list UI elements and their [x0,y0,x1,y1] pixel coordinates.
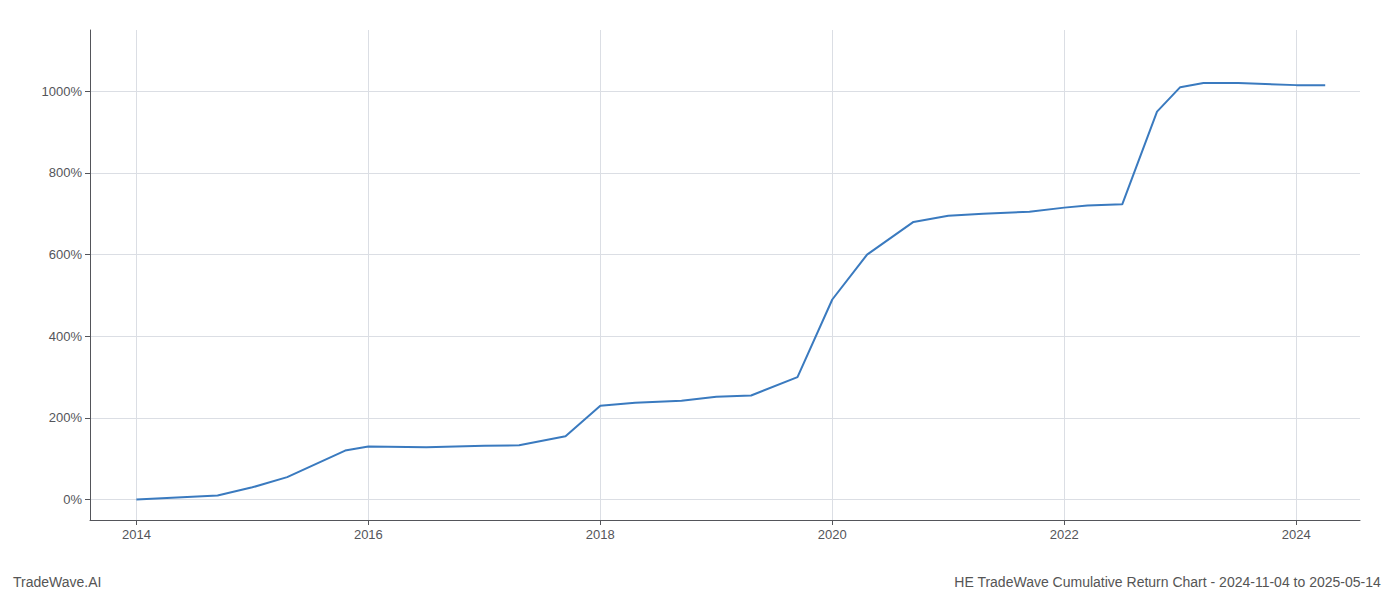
svg-text:2014: 2014 [122,527,151,542]
svg-text:400%: 400% [49,329,83,344]
svg-text:2020: 2020 [818,527,847,542]
svg-text:2018: 2018 [586,527,615,542]
svg-text:2016: 2016 [354,527,383,542]
svg-text:800%: 800% [49,165,83,180]
svg-text:2024: 2024 [1282,527,1311,542]
svg-text:2022: 2022 [1050,527,1079,542]
svg-text:TradeWave.AI: TradeWave.AI [13,574,101,590]
svg-text:0%: 0% [63,492,82,507]
svg-text:1000%: 1000% [42,84,83,99]
svg-text:600%: 600% [49,247,83,262]
svg-text:200%: 200% [49,410,83,425]
svg-text:HE TradeWave Cumulative Return: HE TradeWave Cumulative Return Chart - 2… [954,574,1381,590]
